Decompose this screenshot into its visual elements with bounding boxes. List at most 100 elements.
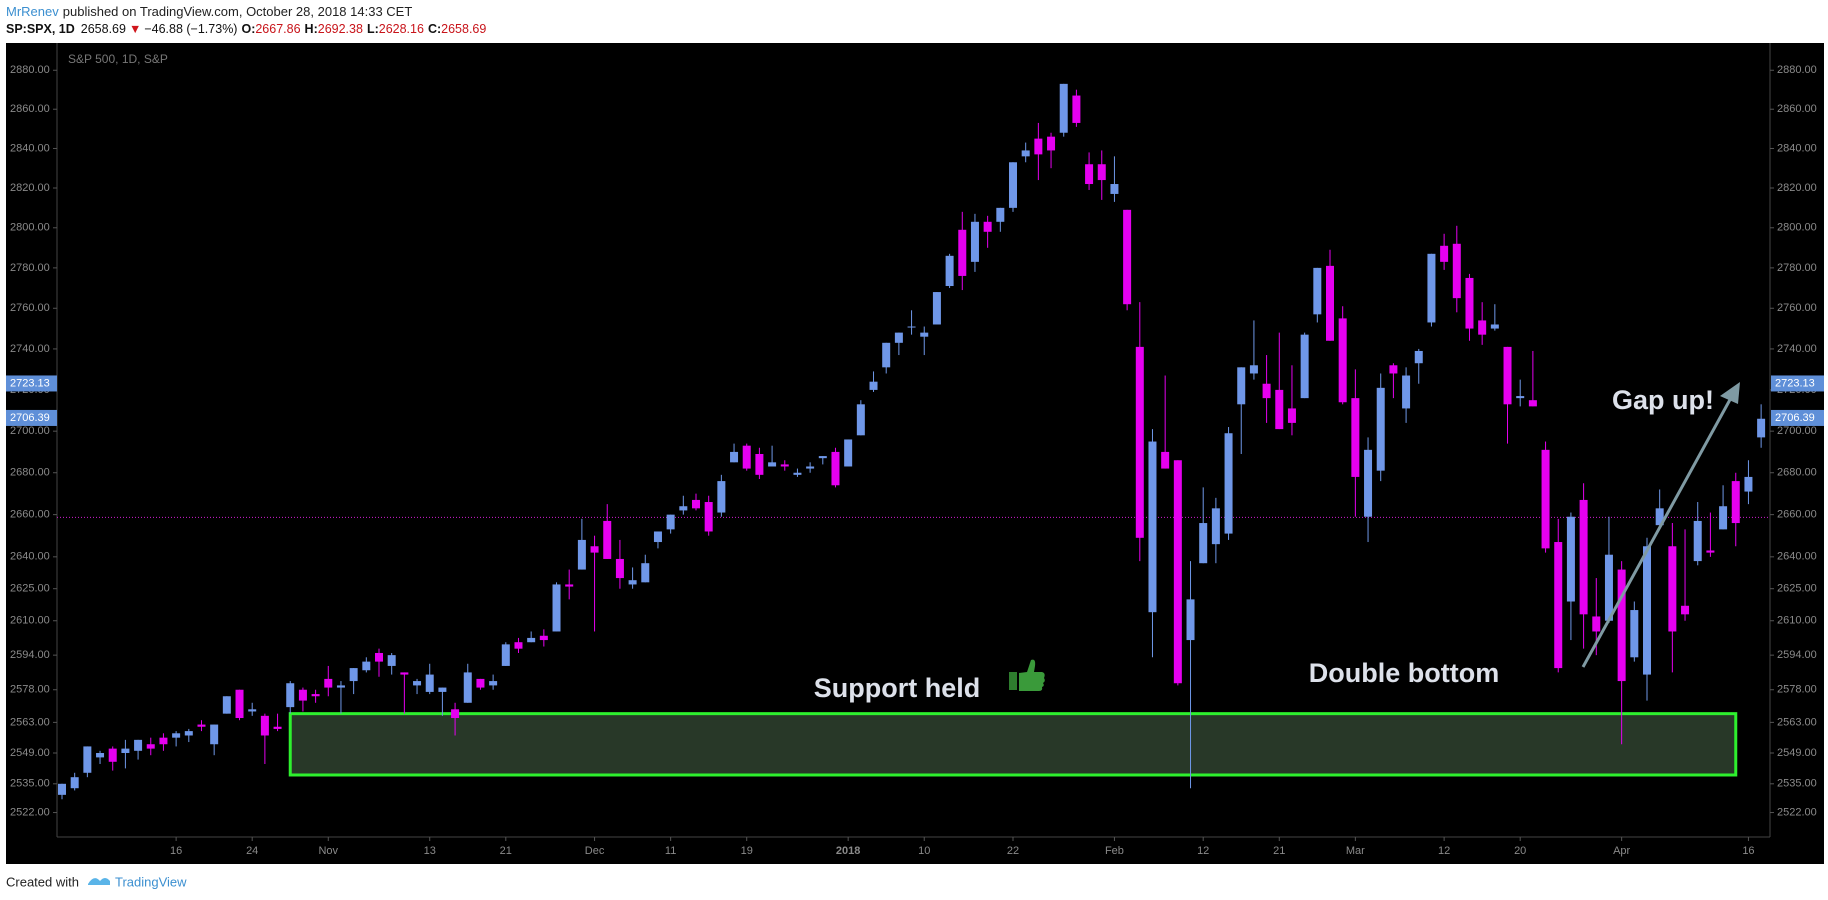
candle-body xyxy=(565,584,574,587)
candle-body xyxy=(831,451,840,486)
candle-body xyxy=(945,255,954,287)
y-tick-label: 2820.00 xyxy=(1777,182,1817,194)
q-value: 2628.16 xyxy=(379,22,424,36)
candle-body xyxy=(666,514,675,530)
y-tick-label: 2840.00 xyxy=(10,142,50,154)
candle-body xyxy=(58,783,66,795)
y-tick-label: 2680.00 xyxy=(1777,467,1817,479)
x-tick-label: Feb xyxy=(1105,845,1124,857)
quote-line: SP:SPX, 1D 2658.69 ▼ −46.88 (−1.73%) O:2667.… xyxy=(6,22,486,36)
y-tick-label: 2840.00 xyxy=(1777,142,1817,154)
x-tick-label: Mar xyxy=(1346,845,1365,857)
y-tick-label: 2563.00 xyxy=(1777,716,1817,728)
candle-body xyxy=(742,445,751,469)
price-label-box xyxy=(1771,409,1824,426)
candle-body xyxy=(679,506,688,511)
x-tick-label: 10 xyxy=(918,845,930,857)
y-tick-label: 2660.00 xyxy=(1777,509,1817,521)
x-tick-label: 12 xyxy=(1197,845,1209,857)
candle-body xyxy=(1490,324,1499,329)
candle-body xyxy=(1528,400,1537,407)
y-tick-label: 2660.00 xyxy=(10,509,50,521)
candle-body xyxy=(1643,546,1651,675)
candle-body xyxy=(1287,408,1296,423)
x-tick-label: Dec xyxy=(585,845,605,857)
y-tick-label: 2700.00 xyxy=(1777,425,1817,437)
candle-body xyxy=(362,661,371,671)
candle-body xyxy=(653,531,662,543)
price-label: 2723.13 xyxy=(10,377,50,389)
y-tick-label: 2549.00 xyxy=(1777,747,1817,759)
candle-body xyxy=(818,456,827,459)
candle-body xyxy=(1541,449,1550,549)
candle-body xyxy=(1364,449,1373,517)
candle-body xyxy=(1744,476,1753,492)
y-tick-label: 2578.00 xyxy=(10,684,50,696)
candle-body xyxy=(235,689,244,719)
candle-body xyxy=(1199,523,1208,564)
candle-body xyxy=(1123,209,1132,305)
q-value: 2667.86 xyxy=(255,22,300,36)
candle-body xyxy=(717,481,726,513)
candle-body xyxy=(527,637,536,643)
y-tick-label: 2578.00 xyxy=(1777,684,1817,696)
annotation: Double bottom xyxy=(1309,658,1499,688)
candle-body xyxy=(1465,277,1474,329)
y-tick-label: 2780.00 xyxy=(10,262,50,274)
candle-body xyxy=(1668,546,1677,632)
candle-body xyxy=(349,668,358,682)
candle-body xyxy=(1237,367,1246,405)
tradingview-logo xyxy=(88,878,110,885)
candle-body xyxy=(197,724,206,727)
candle-body xyxy=(806,466,815,469)
x-tick-label: 11 xyxy=(665,845,676,857)
candle-body xyxy=(1592,616,1601,632)
author[interactable]: MrRenev xyxy=(6,4,59,19)
candle-body xyxy=(134,739,143,751)
price: 2658.69 xyxy=(81,22,126,36)
candle-body xyxy=(438,687,447,692)
candle-body xyxy=(1478,320,1487,335)
candle-body xyxy=(121,748,130,754)
candle-body xyxy=(273,726,282,729)
candle-body xyxy=(996,207,1005,222)
y-tick-label: 2610.00 xyxy=(1777,615,1817,627)
candle-body xyxy=(1148,441,1157,613)
candle-body xyxy=(1719,506,1728,530)
candle-body xyxy=(932,292,941,325)
x-tick-label: 24 xyxy=(246,845,258,857)
candle-body xyxy=(1604,554,1613,621)
candle-body xyxy=(489,681,498,686)
candle-body xyxy=(552,584,561,632)
candle-body xyxy=(1135,346,1144,538)
candle-body xyxy=(1376,387,1385,471)
price-label: 2706.39 xyxy=(10,412,50,424)
candle-body xyxy=(1224,433,1233,534)
candle-body xyxy=(1630,610,1639,658)
candle-body xyxy=(1452,243,1461,299)
candle-body xyxy=(1262,383,1271,399)
candle-body xyxy=(1655,508,1664,526)
y-tick-label: 2625.00 xyxy=(1777,583,1817,595)
plot: 2522.00 2522.00 2535.00 2535.00 2549.00 2549.… xyxy=(6,64,1824,857)
candle-body xyxy=(1059,83,1068,133)
candle-body xyxy=(184,731,193,736)
candle-body xyxy=(210,724,219,745)
candle-body xyxy=(1402,375,1411,409)
candle-body xyxy=(768,462,777,467)
chart-legend: S&P 500, 1D, S&P xyxy=(68,52,168,66)
y-tick-label: 2640.00 xyxy=(10,551,50,563)
arrow-head xyxy=(1720,382,1740,404)
direction: ▼ xyxy=(129,22,141,36)
candle-body xyxy=(1503,346,1512,405)
candle-body xyxy=(869,381,878,390)
candle-body xyxy=(1097,164,1106,181)
candle-body xyxy=(70,777,79,789)
y-tick-label: 2780.00 xyxy=(1777,262,1817,274)
tradingview-link[interactable]: TradingView xyxy=(115,874,187,889)
x-tick-label: 21 xyxy=(500,845,512,857)
q-value: 2692.38 xyxy=(318,22,363,36)
x-tick-label: 12 xyxy=(1438,845,1450,857)
y-tick-label: 2594.00 xyxy=(10,649,50,661)
candle-body xyxy=(1579,499,1588,615)
